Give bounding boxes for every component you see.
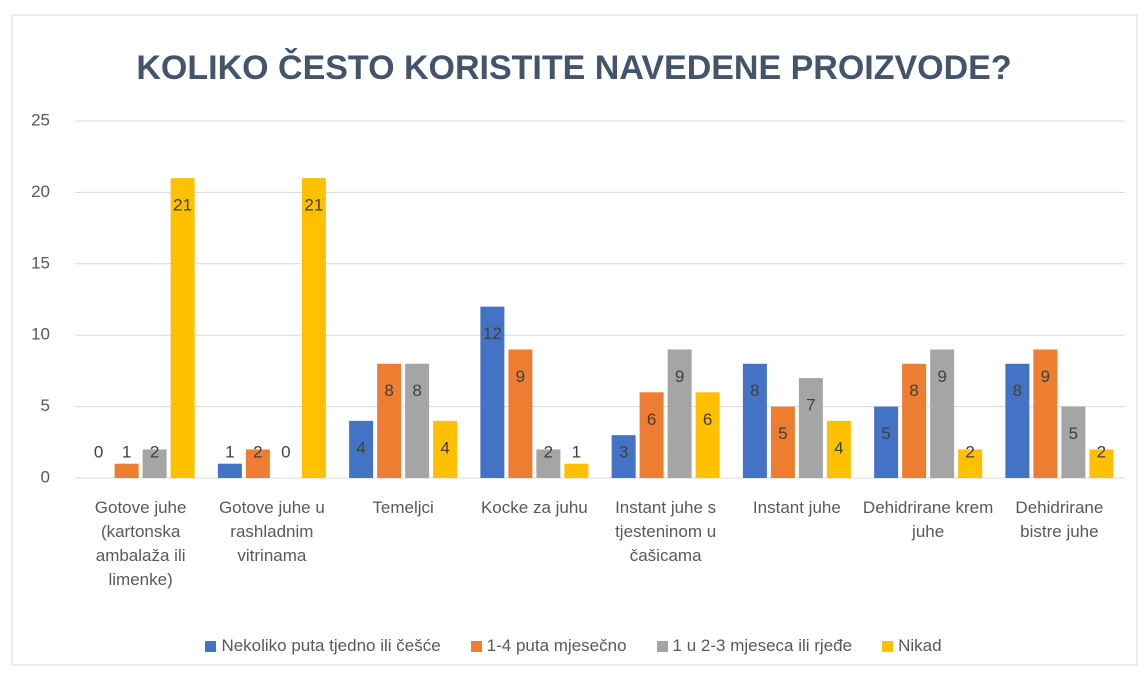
data-label: 5 [1069, 424, 1078, 443]
data-label: 1 [572, 442, 581, 461]
data-label: 8 [384, 381, 393, 400]
bar [667, 349, 692, 478]
data-label: 0 [281, 442, 290, 461]
bar [826, 420, 851, 478]
x-tick-label: Kocke za juhu [480, 498, 588, 517]
bar [611, 435, 636, 478]
legend-item: Nikad [882, 636, 942, 656]
data-label: 4 [440, 438, 449, 457]
bar [114, 463, 139, 478]
legend-item: 1-4 puta mjesečno [470, 636, 627, 656]
data-label: 8 [750, 381, 759, 400]
legend-swatch [205, 640, 217, 652]
data-label: 1 [122, 442, 131, 461]
bar [349, 420, 374, 478]
y-tick-label: 15 [31, 253, 50, 272]
data-label: 5 [881, 424, 890, 443]
x-tick-label: Instant juhe [752, 498, 841, 517]
bar [1033, 349, 1058, 478]
bar [217, 463, 242, 478]
data-label: 6 [647, 410, 656, 429]
data-label: 2 [544, 442, 553, 461]
chart-border [11, 14, 1138, 666]
legend-swatch [882, 640, 894, 652]
bar [405, 363, 430, 478]
data-label: 6 [703, 410, 712, 429]
data-label: 8 [909, 381, 918, 400]
bar [695, 392, 720, 478]
bar [1005, 363, 1030, 478]
x-tick-label: Gotove juhe (kartonska ambalaža ili lime… [94, 498, 187, 589]
bar [1061, 406, 1086, 478]
data-label: 12 [483, 324, 502, 343]
bar [930, 349, 955, 478]
data-label: 8 [1013, 381, 1022, 400]
data-label: 0 [94, 442, 103, 461]
bar [480, 306, 505, 478]
bar [536, 449, 561, 478]
y-tick-label: 10 [31, 325, 50, 344]
bar [245, 449, 270, 478]
y-tick-label: 5 [41, 396, 50, 415]
legend-swatch [470, 640, 482, 652]
legend: Nekoliko puta tjedno ili češće 1-4 puta m… [0, 636, 1147, 656]
bar [508, 349, 533, 478]
data-label: 9 [1041, 367, 1050, 386]
data-label: 9 [516, 367, 525, 386]
data-label: 5 [778, 424, 787, 443]
bar [142, 449, 167, 478]
bar [798, 378, 823, 478]
x-tick-label: Instant juhe s tjesteninom u čašicama [615, 498, 717, 565]
data-label: 8 [412, 381, 421, 400]
data-label: 7 [806, 396, 815, 415]
legend-item: Nekoliko puta tjedno ili češće [205, 636, 441, 656]
bar [902, 363, 927, 478]
data-label: 9 [675, 367, 684, 386]
bar [377, 363, 402, 478]
y-tick-label: 20 [31, 182, 50, 201]
x-tick-label: Dehidrirane krem juhe [862, 498, 994, 541]
legend-item: 1 u 2-3 mjeseca ili rjeđe [656, 636, 853, 656]
data-label: 2 [150, 442, 159, 461]
data-label: 9 [937, 367, 946, 386]
bar [170, 178, 195, 478]
bar [770, 406, 795, 478]
bar [958, 449, 983, 478]
bar [1089, 449, 1114, 478]
legend-swatch [656, 640, 668, 652]
data-label: 3 [619, 442, 628, 461]
legend-label: Nikad [898, 636, 942, 655]
bar [564, 463, 589, 478]
x-tick-label: Gotove juhe u rashladnim vitrinama [218, 498, 325, 565]
data-label: 2 [1097, 442, 1106, 461]
legend-label: 1 u 2-3 mjeseca ili rjeđe [672, 636, 853, 655]
bar [433, 420, 458, 478]
data-label: 21 [304, 196, 323, 215]
bar [742, 363, 767, 478]
chart-title: KOLIKO ČESTO KORISTITE NAVEDENE PROIZVOD… [136, 48, 1011, 87]
data-label: 21 [173, 196, 192, 215]
bar [639, 392, 664, 478]
data-label: 2 [965, 442, 974, 461]
x-tick-label: Dehidrirane bistre juhe [1015, 498, 1104, 541]
y-tick-label: 25 [31, 110, 50, 129]
data-label: 1 [225, 442, 234, 461]
data-label: 4 [834, 438, 843, 457]
y-tick-label: 0 [41, 467, 50, 486]
bar [874, 406, 899, 478]
x-tick-label: Temeljci [372, 498, 434, 517]
bar [301, 178, 326, 478]
data-label: 2 [253, 442, 262, 461]
legend-label: Nekoliko puta tjedno ili češće [221, 636, 441, 655]
data-label: 4 [356, 438, 365, 457]
legend-label: 1-4 puta mjesečno [486, 636, 627, 655]
